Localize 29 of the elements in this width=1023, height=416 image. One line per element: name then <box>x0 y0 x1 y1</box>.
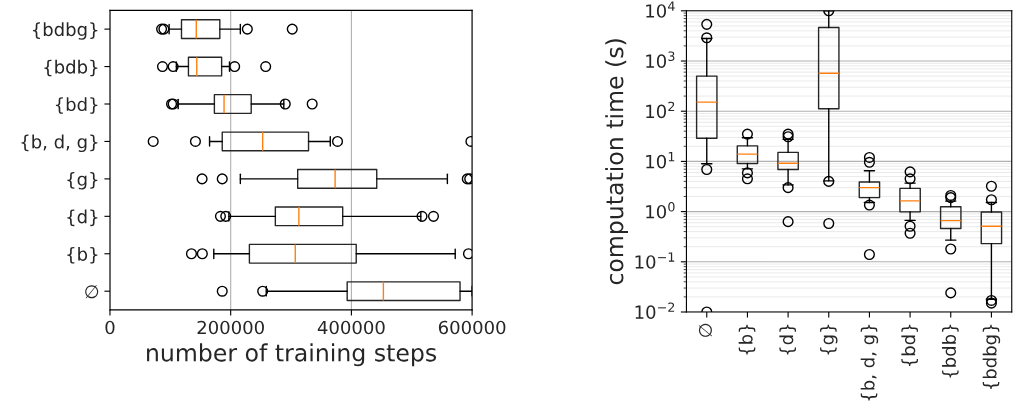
x-tick-label: 0 <box>105 320 115 335</box>
y-tick-label: 10$^{−2}$ <box>635 302 675 319</box>
y-tick-label: {b, d, g} <box>21 134 98 153</box>
y-tick-label: ∅ <box>85 285 99 299</box>
y-tick-label: {d} <box>67 209 98 227</box>
y-tick-label: 10$^{0}$ <box>646 202 675 219</box>
y-tick-label: 10$^{3}$ <box>646 51 675 68</box>
y-tick-label: {g} <box>67 172 98 190</box>
x-tick-label: 400000 <box>317 320 385 335</box>
x-tick-label: 600000 <box>438 320 506 335</box>
y-tick-label: {bdbg} <box>32 22 98 40</box>
y-tick-label: 10$^{−1}$ <box>635 252 675 269</box>
x-tick-label: {g} <box>820 324 838 355</box>
x-tick-label: {bd} <box>901 324 919 367</box>
x-tick-label: {b, d, g} <box>860 324 879 401</box>
x-tick-label: {bdbg} <box>982 324 1001 389</box>
y-tick-label: 10$^{4}$ <box>646 1 675 18</box>
y-tick-label: 10$^{1}$ <box>646 152 675 169</box>
x-tick-label: {bdb} <box>942 324 959 378</box>
y-tick-label: {bdb} <box>44 59 98 77</box>
y-tick-label: 10$^{2}$ <box>646 101 675 119</box>
x-tick-label: ∅ <box>698 323 712 337</box>
y-tick-label: {b} <box>67 246 98 264</box>
x-tick-label: {d} <box>779 324 797 355</box>
y-axis-title: computation time (s) <box>605 39 629 285</box>
x-tick-label: {b} <box>738 324 756 355</box>
x-axis-title: number of training steps <box>147 343 437 367</box>
x-tick-label: 200000 <box>197 320 264 335</box>
y-tick-label: {bd} <box>55 97 98 114</box>
